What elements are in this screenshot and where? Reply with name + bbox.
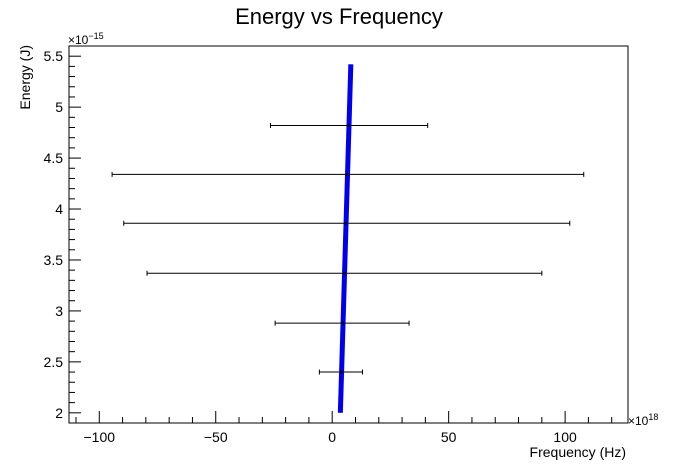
y-multiplier-exp: −15 bbox=[88, 31, 103, 41]
x-multiplier-exp: 18 bbox=[648, 412, 658, 422]
x-tick-label: 0 bbox=[328, 429, 336, 445]
x-axis-ticks: −100 −50 0 50 100 bbox=[75, 411, 613, 445]
y-axis-label: Energy (J) bbox=[17, 45, 33, 110]
chart-title: Energy vs Frequency bbox=[235, 4, 443, 29]
y-axis-ticks: 2 2.5 3 3.5 4 4.5 5 5.5 bbox=[44, 45, 81, 424]
y-tick-label: 2.5 bbox=[44, 354, 64, 370]
y-tick-label: 4.5 bbox=[44, 150, 64, 166]
x-axis-multiplier: ×1018 bbox=[628, 412, 658, 428]
x-tick-label: −50 bbox=[204, 429, 228, 445]
y-tick-label: 5.5 bbox=[44, 48, 64, 64]
y-tick-label: 2 bbox=[55, 405, 63, 421]
y-tick-label: 3 bbox=[55, 303, 63, 319]
x-tick-label: 100 bbox=[553, 429, 577, 445]
x-multiplier-base: ×10 bbox=[628, 414, 649, 428]
data-point bbox=[346, 123, 350, 127]
data-point bbox=[345, 172, 349, 176]
y-tick-label: 4 bbox=[55, 201, 63, 217]
y-axis-multiplier: ×10−15 bbox=[68, 31, 104, 47]
y-tick-label: 5 bbox=[55, 99, 63, 115]
data-point bbox=[342, 271, 346, 275]
fit-line bbox=[337, 64, 354, 413]
y-multiplier-base: ×10 bbox=[68, 33, 89, 47]
data-point bbox=[344, 221, 348, 225]
data-point bbox=[340, 370, 344, 374]
y-tick-label: 3.5 bbox=[44, 252, 64, 268]
fit-line-group bbox=[337, 64, 354, 413]
x-tick-label: −100 bbox=[84, 429, 116, 445]
data-points bbox=[340, 123, 350, 374]
data-point bbox=[341, 321, 345, 325]
x-tick-label: 50 bbox=[441, 429, 457, 445]
x-axis-label: Frequency (Hz) bbox=[530, 444, 626, 460]
plot-frame bbox=[68, 45, 629, 424]
